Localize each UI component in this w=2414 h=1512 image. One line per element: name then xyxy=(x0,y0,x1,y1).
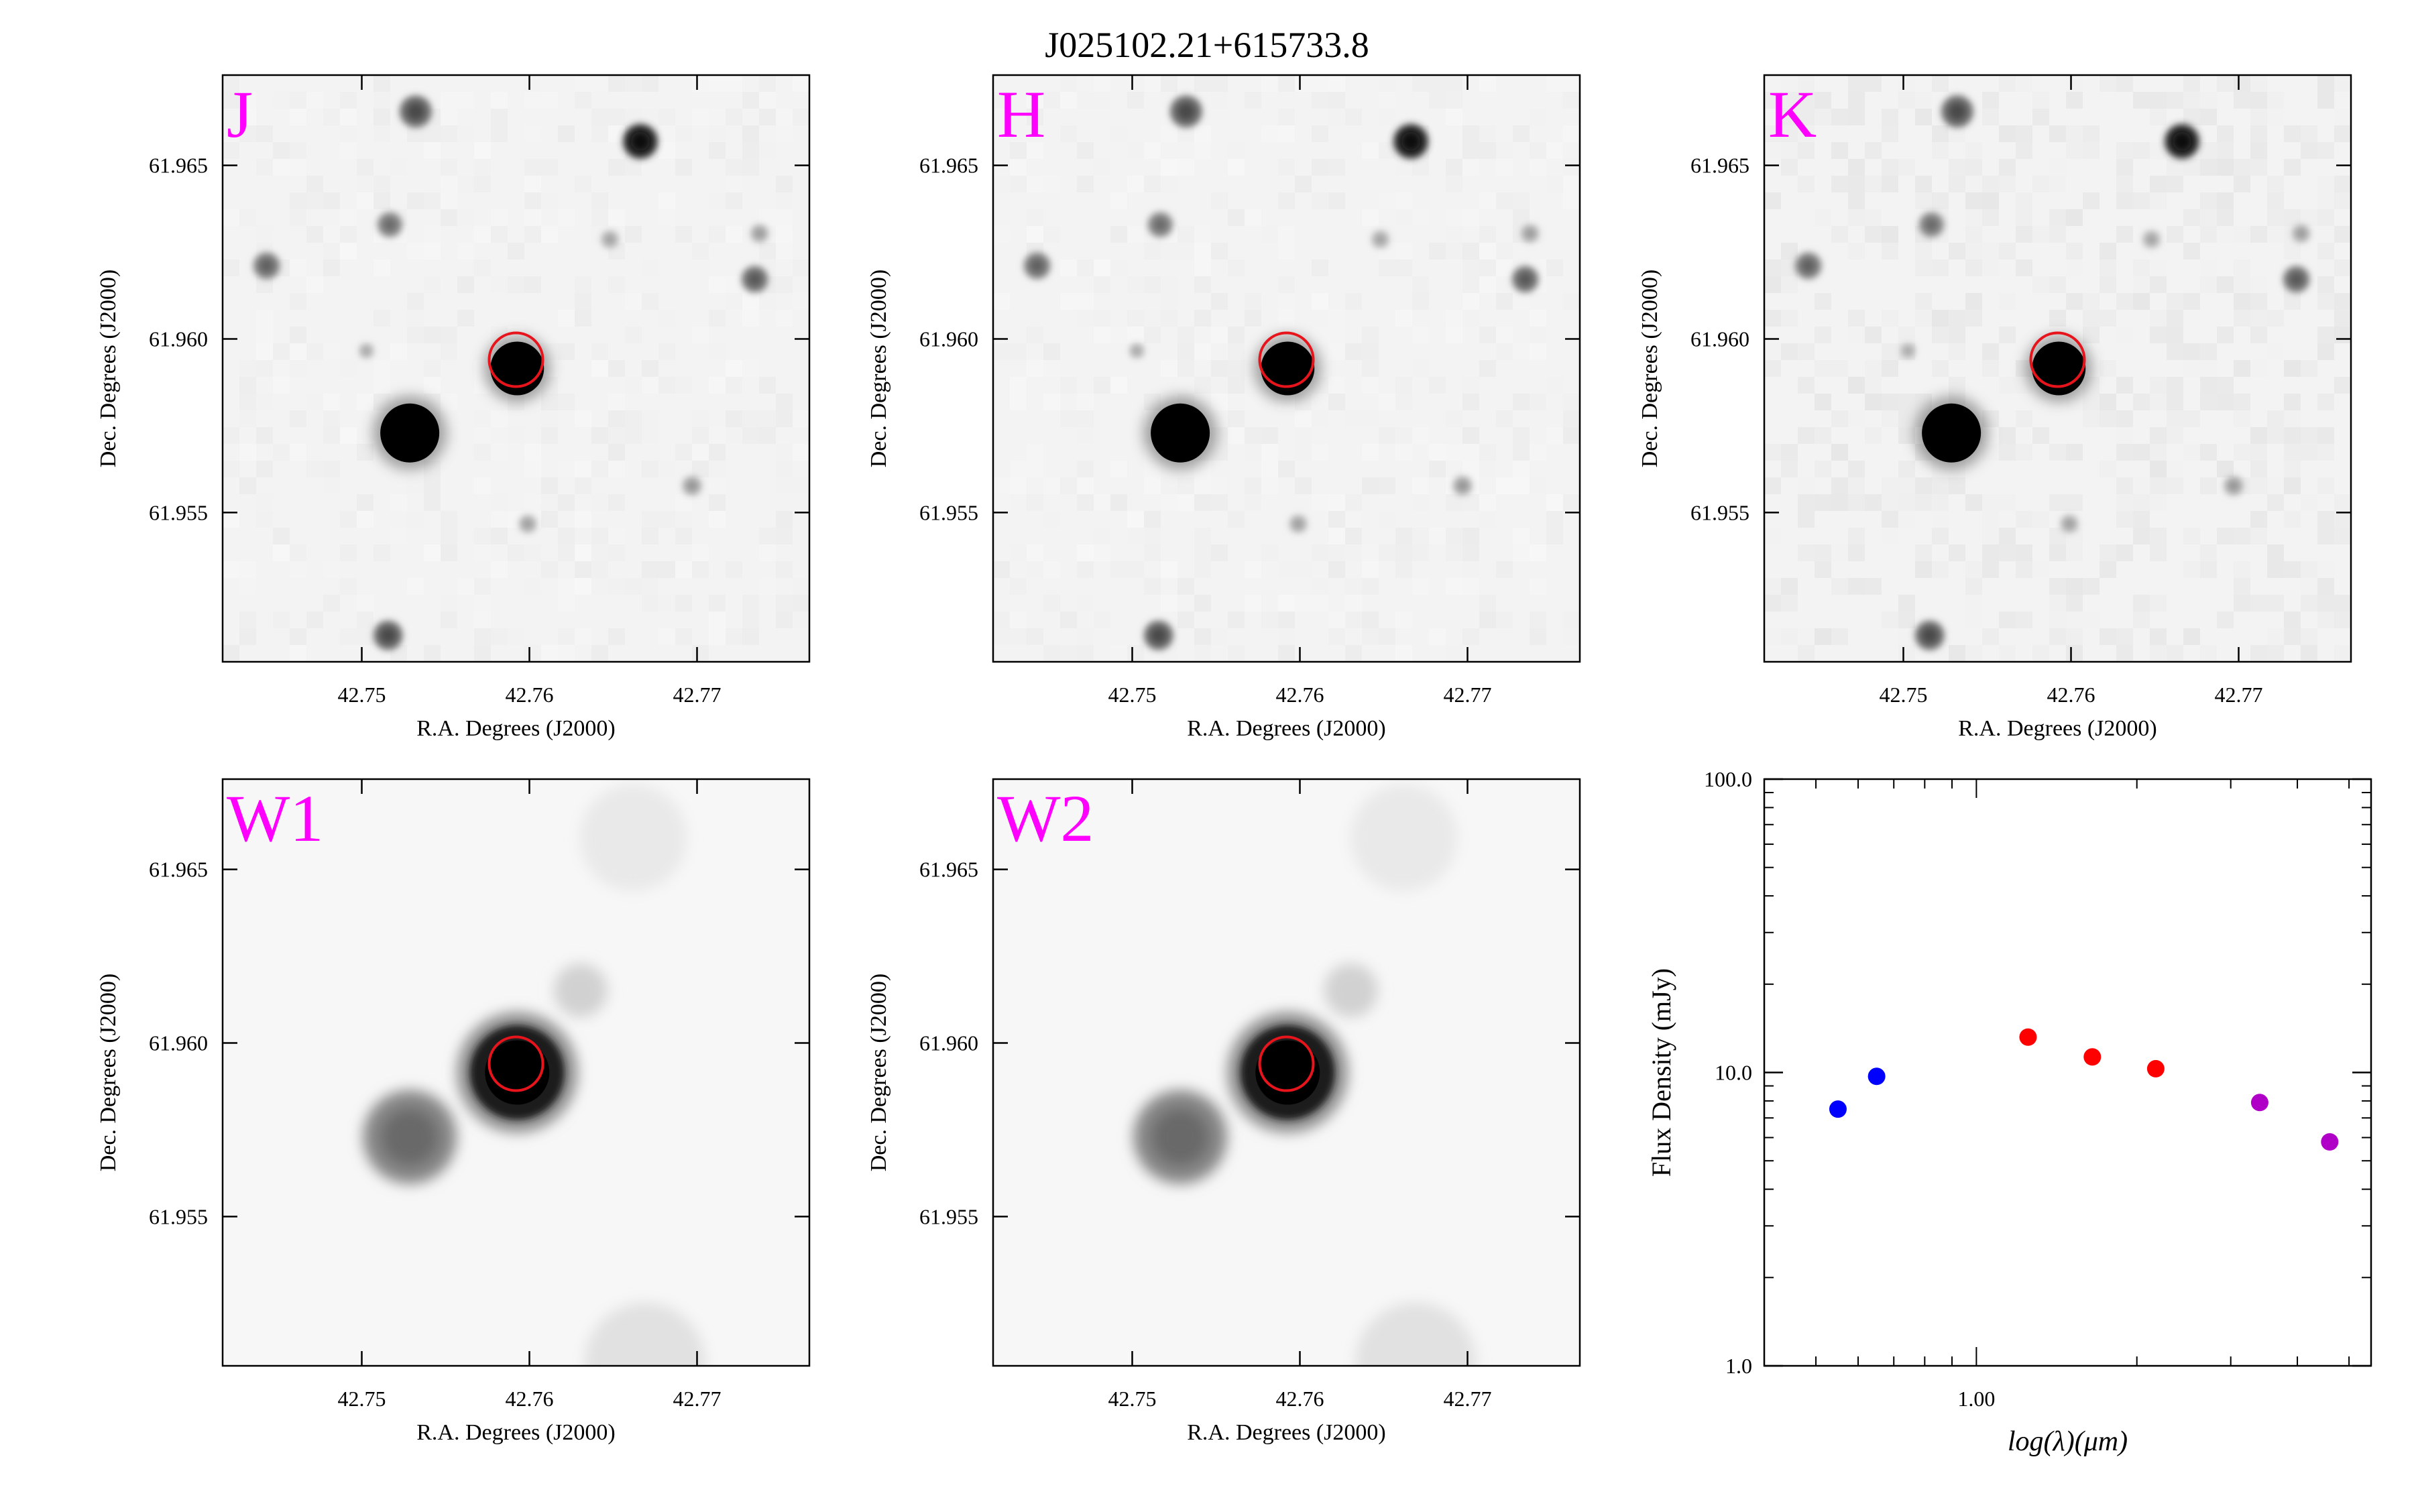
cutout-panel-w2: 42.75 42.76 42.77 61.965 61.960 61.955 R.A. De… xyxy=(866,778,1581,1445)
cutout-image xyxy=(993,75,1580,662)
cutout-frame xyxy=(221,778,811,1367)
sed-point xyxy=(2083,1048,2102,1066)
x-tick-label: 42.76 xyxy=(506,1387,554,1411)
y-tick-label: 61.955 xyxy=(919,500,978,524)
sed-point xyxy=(2019,1028,2037,1046)
y-tick-label: 61.960 xyxy=(919,1031,978,1055)
target-marker xyxy=(1258,331,1315,388)
cutout-panel-w1: 42.75 42.76 42.77 61.965 61.960 61.955 R.A. De… xyxy=(96,778,811,1445)
sed-y-tick-label: 10.0 xyxy=(1715,1061,1752,1085)
band-label: W1 xyxy=(227,781,323,856)
y-tick-label: 61.965 xyxy=(1690,154,1749,178)
sed-panel: 1.0 10.0 100.0 1.00 log(λ)(μm) Flux Density (… xyxy=(1646,767,2372,1457)
y-tick-label: 61.960 xyxy=(149,1031,208,1055)
x-axis-label: R.A. Degrees (J2000) xyxy=(1187,1420,1386,1445)
target-marker xyxy=(487,331,544,388)
sed-point xyxy=(1867,1067,1886,1086)
sed-y-tick-label: 100.0 xyxy=(1704,767,1752,791)
figure-title: J025102.21+615733.8 xyxy=(1045,25,1369,65)
y-tick-label: 61.960 xyxy=(919,327,978,351)
y-tick-label: 61.960 xyxy=(1690,327,1749,351)
x-tick-label: 42.75 xyxy=(338,683,386,707)
target-marker xyxy=(487,1035,544,1092)
cutout-panel-j: 42.75 42.76 42.77 61.965 61.960 61.955 R.A. De… xyxy=(96,74,811,741)
target-marker xyxy=(1258,1035,1315,1092)
x-axis-label: R.A. Degrees (J2000) xyxy=(1958,716,2157,741)
y-tick-label: 61.955 xyxy=(919,1204,978,1228)
cutout-panel-k: 42.75 42.76 42.77 61.965 61.960 61.955 R.A. De… xyxy=(1637,74,2352,741)
cutout-image xyxy=(1764,75,2351,662)
y-tick-label: 61.955 xyxy=(149,1204,208,1228)
y-tick-label: 61.965 xyxy=(149,154,208,178)
x-tick-label: 42.76 xyxy=(2047,683,2095,707)
x-tick-label: 42.75 xyxy=(338,1387,386,1411)
sed-y-axis-label: Flux Density (mJy) xyxy=(1646,968,1676,1177)
x-tick-label: 42.77 xyxy=(2215,683,2263,707)
x-tick-label: 42.75 xyxy=(1108,1387,1157,1411)
x-axis-label: R.A. Degrees (J2000) xyxy=(416,1420,616,1445)
x-tick-label: 42.77 xyxy=(673,1387,722,1411)
y-axis-label: Dec. Degrees (J2000) xyxy=(866,270,891,468)
sed-point xyxy=(2321,1133,2339,1151)
y-tick-label: 61.955 xyxy=(1690,500,1749,524)
sed-point xyxy=(1829,1100,1847,1118)
x-tick-label: 42.77 xyxy=(1444,683,1492,707)
cutout-frame xyxy=(992,778,1581,1367)
cutout-image xyxy=(993,779,1580,1366)
x-tick-label: 42.75 xyxy=(1880,683,1928,707)
x-tick-label: 42.75 xyxy=(1108,683,1157,707)
y-tick-label: 61.955 xyxy=(149,500,208,524)
cutout-frame xyxy=(1763,74,2352,663)
sed-x-axis-label: log(λ)(μm) xyxy=(2008,1426,2128,1457)
cutout-panel-h: 42.75 42.76 42.77 61.965 61.960 61.955 R.A. De… xyxy=(866,74,1581,741)
target-marker xyxy=(2029,331,2086,388)
y-tick-label: 61.965 xyxy=(919,858,978,882)
y-axis-label: Dec. Degrees (J2000) xyxy=(96,270,121,468)
sed-frame xyxy=(1763,778,2372,1367)
band-label: W2 xyxy=(997,781,1094,856)
x-tick-label: 42.76 xyxy=(1276,683,1324,707)
cutout-image xyxy=(223,75,809,662)
band-label: J xyxy=(227,77,253,152)
x-tick-label: 42.77 xyxy=(1444,1387,1492,1411)
sed-x-tick-label: 1.00 xyxy=(1957,1387,1995,1411)
band-label: K xyxy=(1768,77,1817,152)
x-axis-label: R.A. Degrees (J2000) xyxy=(416,716,616,741)
x-axis-label: R.A. Degrees (J2000) xyxy=(1187,716,1386,741)
cutout-panels: 42.75 42.76 42.77 61.965 61.960 61.955 R.A. De… xyxy=(96,74,2352,1445)
band-label: H xyxy=(997,77,1045,152)
y-axis-label: Dec. Degrees (J2000) xyxy=(866,974,891,1172)
y-axis-label: Dec. Degrees (J2000) xyxy=(1637,270,1662,468)
cutout-frame xyxy=(992,74,1581,663)
cutout-frame xyxy=(221,74,811,663)
x-tick-label: 42.76 xyxy=(1276,1387,1324,1411)
sed-point xyxy=(2250,1094,2268,1112)
sed-point xyxy=(2146,1059,2165,1078)
y-tick-label: 61.965 xyxy=(919,154,978,178)
y-axis-label: Dec. Degrees (J2000) xyxy=(96,974,121,1172)
y-tick-label: 61.960 xyxy=(149,327,208,351)
y-tick-label: 61.965 xyxy=(149,858,208,882)
x-tick-label: 42.76 xyxy=(506,683,554,707)
cutout-image xyxy=(223,779,809,1366)
x-tick-label: 42.77 xyxy=(673,683,722,707)
sed-y-tick-label: 1.0 xyxy=(1725,1354,1752,1378)
